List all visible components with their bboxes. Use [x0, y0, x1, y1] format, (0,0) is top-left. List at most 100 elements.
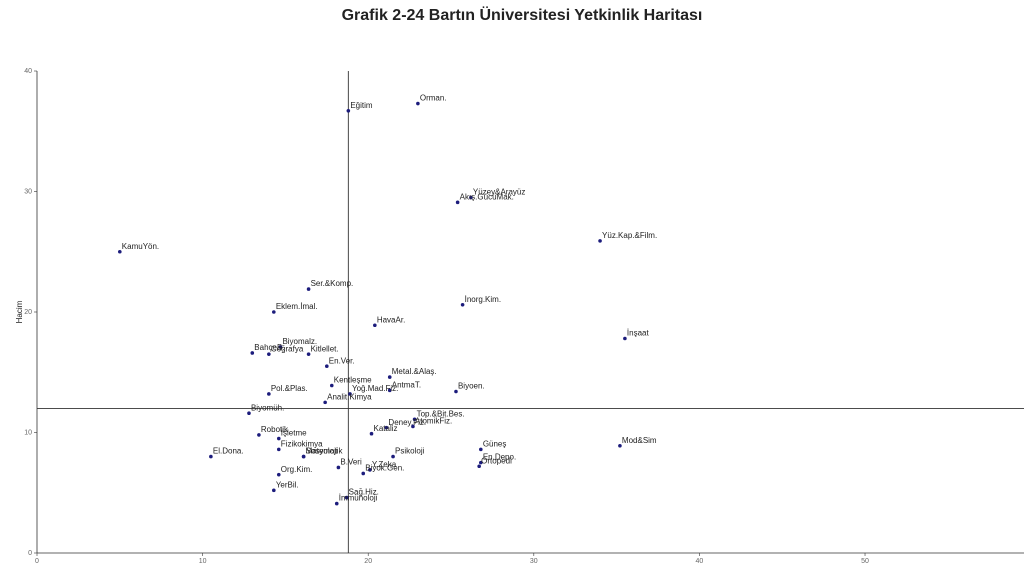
- point-label: Biyomalz.: [282, 337, 317, 346]
- point-label: Yoğ.Mad.Fiz.: [352, 384, 398, 393]
- y-tick-label: 0: [28, 550, 32, 557]
- point-label: Analit.Kimya: [327, 392, 372, 401]
- point: [336, 465, 341, 470]
- point: [257, 433, 261, 437]
- point-label: Mod&Sim: [622, 436, 657, 445]
- point: [325, 364, 329, 369]
- point-label: Akış.GücüMak.: [460, 192, 514, 201]
- point-label: HavaAr.: [377, 315, 405, 324]
- point-label: Biyok.Gen.: [365, 464, 404, 473]
- point: [416, 101, 420, 106]
- point: [618, 443, 622, 448]
- point: [272, 310, 276, 314]
- point: [598, 239, 602, 243]
- y-tick-label: 40: [24, 68, 32, 75]
- point: [267, 392, 271, 396]
- point-label: Y.Zeka: [372, 460, 397, 469]
- point-label: Güneş: [483, 439, 507, 448]
- point: [209, 454, 213, 459]
- point-label: Biyoen.: [458, 382, 485, 391]
- point-label: Metal.&Alaş.: [392, 367, 437, 376]
- x-tick-label: 50: [861, 558, 869, 565]
- point: [387, 375, 392, 379]
- point: [348, 392, 352, 396]
- point: [247, 411, 251, 416]
- point: [384, 425, 389, 430]
- point-label: Kataliz: [374, 424, 398, 433]
- point-label: Matematik: [306, 447, 344, 456]
- point-label: El.Dona.: [213, 447, 244, 456]
- x-tick-label: 40: [696, 558, 704, 565]
- point: [267, 352, 271, 356]
- y-tick-label: 30: [24, 188, 32, 195]
- point-label: Top.&Bit.Bes.: [417, 409, 465, 418]
- point-label: Sosyoloji: [306, 447, 338, 456]
- point: [387, 388, 392, 393]
- point-label: Deney.Fiz.: [388, 418, 426, 427]
- point-label: Robotik: [261, 425, 289, 434]
- point: [323, 400, 327, 405]
- point: [272, 488, 276, 493]
- point: [346, 108, 351, 113]
- point: [306, 287, 311, 291]
- point-label: İmmünoloji: [339, 494, 378, 503]
- chart-title: Grafik 2-24 Bartın Üniversitesi Yetkinli…: [342, 5, 703, 24]
- point-label: AntmaT.: [392, 380, 421, 389]
- point: [118, 249, 122, 254]
- point-label: Sağ.Hiz.: [349, 488, 379, 497]
- point-label: İnşaat: [627, 329, 650, 338]
- point-label: Kitlellet.: [311, 344, 339, 353]
- point-label: İnorg.Kim.: [465, 295, 501, 304]
- point: [460, 302, 465, 307]
- point: [479, 447, 483, 452]
- point: [391, 454, 395, 459]
- point: [361, 471, 366, 476]
- point: [477, 464, 481, 469]
- point: [469, 195, 473, 200]
- x-tick-label: 0: [35, 558, 39, 565]
- point-label: Fizikokimya: [281, 439, 323, 448]
- x-tick-label: 20: [364, 558, 372, 565]
- point: [301, 454, 306, 459]
- point-label: Yüzey&Arayüz: [473, 188, 525, 197]
- point-label: Orman.: [420, 94, 447, 103]
- point: [454, 389, 458, 394]
- point: [334, 501, 339, 506]
- point-label: B.Veri: [340, 458, 362, 467]
- point: [276, 436, 281, 441]
- y-tick-label: 10: [24, 429, 32, 436]
- point: [373, 323, 377, 328]
- point: [369, 431, 374, 436]
- x-tick-label: 10: [199, 558, 207, 565]
- y-tick-label: 20: [24, 309, 32, 316]
- point: [411, 424, 415, 429]
- point-label: İşletme: [281, 429, 307, 438]
- point-label: Coğrafya: [271, 344, 304, 353]
- point: [368, 468, 372, 472]
- point-label: Psikoloji: [395, 447, 425, 456]
- point: [479, 460, 483, 465]
- point-label: AtomikFiz.: [415, 417, 452, 426]
- point-label: Yüz.Kap.&Film.: [602, 231, 657, 240]
- point: [276, 447, 281, 452]
- point-label: En.Ver.: [329, 356, 355, 365]
- point: [623, 336, 627, 341]
- point-label: KamuYön.: [122, 242, 159, 251]
- x-tick-label: 30: [530, 558, 538, 565]
- point: [329, 383, 334, 388]
- point-label: Ortopedi: [481, 456, 512, 465]
- point-label: Org.Kim.: [281, 465, 313, 474]
- point-label: YerBil.: [276, 480, 299, 489]
- point-label: En.Depo.: [483, 453, 516, 462]
- y-axis-title: Hacim: [15, 300, 24, 323]
- point-label: Ser.&Komp.: [311, 279, 354, 288]
- point-label: Kentleşme: [334, 376, 372, 385]
- point-label: Eklem.İmal.: [276, 302, 318, 311]
- point-label: BahçeB.: [254, 343, 284, 352]
- point: [455, 200, 460, 205]
- point-label: Pol.&Plas.: [271, 384, 308, 393]
- point: [306, 352, 311, 356]
- point: [412, 417, 417, 422]
